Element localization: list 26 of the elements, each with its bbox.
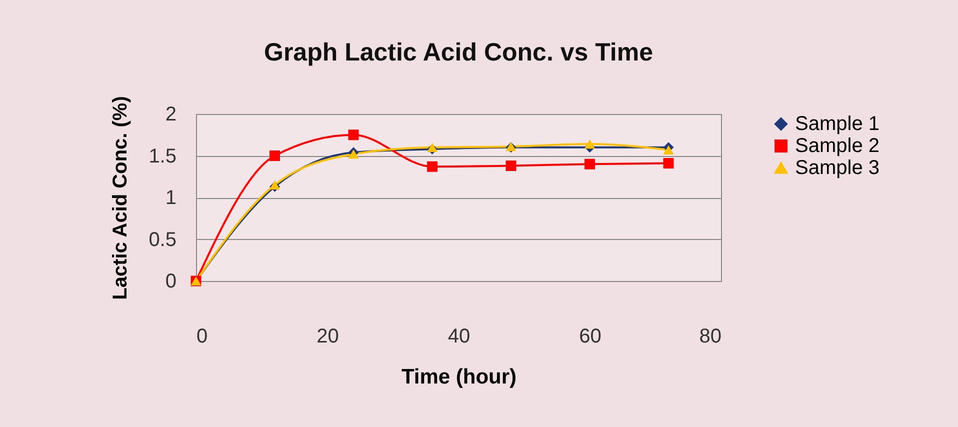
point [663,158,674,169]
point [584,140,595,149]
legend-label: Sample 3 [795,157,880,179]
point [663,145,674,154]
y-tick-label: 2 [165,104,176,126]
x-axis-title: Time (hour) [401,366,517,388]
point [348,130,359,140]
x-tick-label: 20 [316,326,339,348]
point [348,150,359,159]
point [427,142,438,152]
y-axis-title: Lactic Acid Conc. (%) [110,96,132,300]
x-tick-label: 60 [579,326,602,348]
point [427,161,438,172]
point [506,160,516,172]
x-tick-label: 40 [448,326,470,348]
legend-label: Sample 1 [795,113,880,135]
y-tick-label: 1 [165,187,176,209]
legend-label: Sample 2 [795,135,880,157]
y-tick-label: 0.5 [148,228,176,251]
point [584,158,595,170]
y-tick-label: 0 [165,270,176,292]
x-tick-label: 0 [196,326,208,348]
chart-title: Graph Lactic Acid Conc. vs Time [264,38,654,66]
x-tick-label: 80 [699,326,722,348]
y-tick-label: 1.5 [148,145,176,168]
point [270,150,280,161]
